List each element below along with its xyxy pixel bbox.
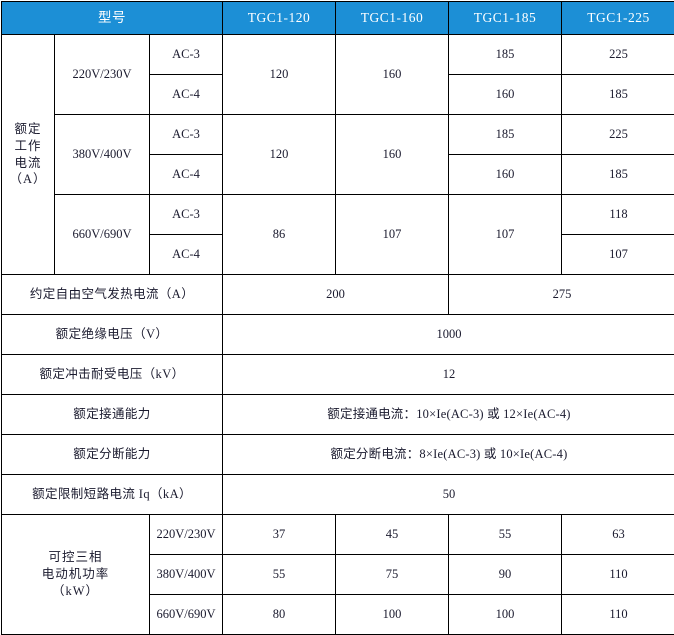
cell-220-tgc160: 160 (336, 35, 449, 115)
motor-label-line-2: 电动机功率 (4, 566, 147, 583)
cell-impulse-voltage: 12 (223, 355, 674, 395)
motor-voltage-label-660: 660V/690V (150, 595, 223, 635)
row-label-making-capacity: 额定接通能力 (2, 395, 223, 435)
cell-220-ac4-tgc225: 185 (562, 75, 674, 115)
voltage-label-380: 380V/400V (55, 115, 150, 195)
table-row: 额定限制短路电流 Iq（kA） 50 (2, 475, 674, 515)
ac-type-label: AC-3 (150, 195, 223, 235)
cell-motor-220-tgc185: 55 (449, 515, 562, 555)
table-row: 约定自由空气发热电流（A） 200 275 (2, 275, 674, 315)
group-label-line-1: 额定 (4, 121, 52, 138)
cell-660-ac4-tgc225: 107 (562, 235, 674, 275)
cell-220-ac3-tgc185: 185 (449, 35, 562, 75)
ac-type-label: AC-3 (150, 35, 223, 75)
cell-thermal-current-left: 200 (223, 275, 449, 315)
cell-breaking-capacity: 额定分断电流：8×Ie(AC-3) 或 10×Ie(AC-4) (223, 435, 674, 475)
group-label-line-4: （A） (4, 171, 52, 188)
model-header-cell: 型号 (2, 2, 223, 35)
cell-220-ac3-tgc225: 225 (562, 35, 674, 75)
voltage-label-660: 660V/690V (55, 195, 150, 275)
voltage-label-220: 220V/230V (55, 35, 150, 115)
cell-380-ac4-tgc225: 185 (562, 155, 674, 195)
cell-660-tgc185: 107 (449, 195, 562, 275)
cell-motor-660-tgc225: 110 (562, 595, 674, 635)
cell-short-circuit-current: 50 (223, 475, 674, 515)
ac-type-label: AC-4 (150, 235, 223, 275)
ac-type-label: AC-4 (150, 155, 223, 195)
cell-660-tgc120: 86 (223, 195, 336, 275)
row-label-short-circuit-current: 额定限制短路电流 Iq（kA） (2, 475, 223, 515)
cell-motor-380-tgc120: 55 (223, 555, 336, 595)
model-header-tgc185: TGC1-185 (449, 2, 562, 35)
ac-type-label: AC-3 (150, 115, 223, 155)
cell-motor-380-tgc160: 75 (336, 555, 449, 595)
cell-motor-220-tgc225: 63 (562, 515, 674, 555)
cell-380-ac4-tgc185: 160 (449, 155, 562, 195)
motor-label-line-1: 可控三相 (4, 549, 147, 566)
table-header-row: 型号 TGC1-120 TGC1-160 TGC1-185 TGC1-225 (2, 2, 674, 35)
rated-current-group-label: 额定 工作 电流 （A） (2, 35, 55, 275)
table-row: 额定接通能力 额定接通电流：10×Ie(AC-3) 或 12×Ie(AC-4) (2, 395, 674, 435)
cell-motor-660-tgc160: 100 (336, 595, 449, 635)
cell-making-capacity: 额定接通电流：10×Ie(AC-3) 或 12×Ie(AC-4) (223, 395, 674, 435)
cell-motor-380-tgc225: 110 (562, 555, 674, 595)
table-row: 额定 工作 电流 （A） 220V/230V AC-3 120 160 185 … (2, 35, 674, 75)
cell-motor-660-tgc185: 100 (449, 595, 562, 635)
cell-motor-220-tgc160: 45 (336, 515, 449, 555)
ac-type-label: AC-4 (150, 75, 223, 115)
row-label-thermal-current: 约定自由空气发热电流（A） (2, 275, 223, 315)
cell-380-ac3-tgc185: 185 (449, 115, 562, 155)
row-label-insulation-voltage: 额定绝缘电压（V） (2, 315, 223, 355)
table-row: 额定分断能力 额定分断电流：8×Ie(AC-3) 或 10×Ie(AC-4) (2, 435, 674, 475)
group-label-line-2: 工作 (4, 138, 52, 155)
cell-220-ac4-tgc185: 160 (449, 75, 562, 115)
cell-380-tgc160: 160 (336, 115, 449, 195)
cell-660-tgc160: 107 (336, 195, 449, 275)
cell-motor-380-tgc185: 90 (449, 555, 562, 595)
table-row: 660V/690V AC-3 86 107 107 118 (2, 195, 674, 235)
cell-220-tgc120: 120 (223, 35, 336, 115)
cell-660-ac3-tgc225: 118 (562, 195, 674, 235)
cell-380-ac3-tgc225: 225 (562, 115, 674, 155)
group-label-line-3: 电流 (4, 155, 52, 172)
cell-thermal-current-right: 275 (449, 275, 674, 315)
cell-insulation-voltage: 1000 (223, 315, 674, 355)
row-label-impulse-voltage: 额定冲击耐受电压（kV） (2, 355, 223, 395)
table-row: 可控三相 电动机功率 （kW） 220V/230V 37 45 55 63 (2, 515, 674, 555)
table-row: 额定绝缘电压（V） 1000 (2, 315, 674, 355)
model-header-tgc160: TGC1-160 (336, 2, 449, 35)
cell-motor-660-tgc120: 80 (223, 595, 336, 635)
model-header-tgc120: TGC1-120 (223, 2, 336, 35)
row-label-breaking-capacity: 额定分断能力 (2, 435, 223, 475)
cell-motor-220-tgc120: 37 (223, 515, 336, 555)
motor-voltage-label-380: 380V/400V (150, 555, 223, 595)
table-row: 额定冲击耐受电压（kV） 12 (2, 355, 674, 395)
motor-power-group-label: 可控三相 电动机功率 （kW） (2, 515, 150, 635)
model-header-tgc225: TGC1-225 (562, 2, 674, 35)
cell-380-tgc120: 120 (223, 115, 336, 195)
table-row: 380V/400V AC-3 120 160 185 225 (2, 115, 674, 155)
motor-label-line-3: （kW） (4, 583, 147, 600)
motor-voltage-label-220: 220V/230V (150, 515, 223, 555)
